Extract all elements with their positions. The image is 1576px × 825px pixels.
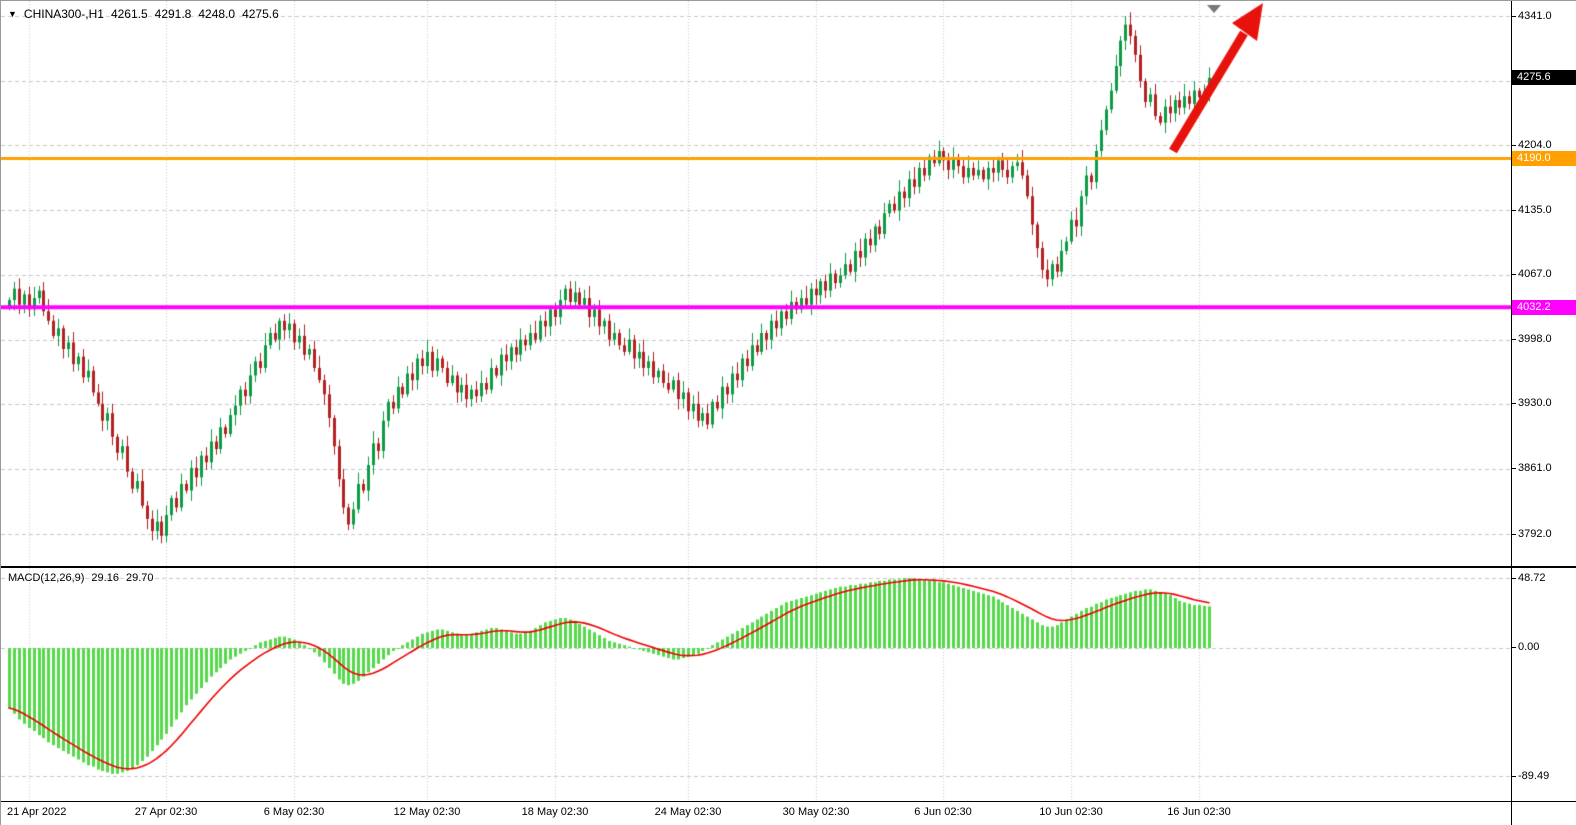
price-scale-label: 3861.0 <box>1512 462 1552 474</box>
macd-main-value: 29.16 <box>91 572 119 584</box>
price-scale-label: 3792.0 <box>1512 528 1552 540</box>
ohlc-open: 4261.5 <box>110 7 148 21</box>
time-axis-label: 10 Jun 02:30 <box>1039 806 1103 818</box>
price-scale-label: 4135.0 <box>1512 204 1552 216</box>
symbol-period-label: CHINA300-,H1 <box>23 7 104 21</box>
price-scale-label: 3930.0 <box>1512 397 1552 409</box>
price-scale-label: 3998.0 <box>1512 333 1552 345</box>
time-axis-label: 18 May 02:30 <box>521 806 589 818</box>
time-axis-label: 6 Jun 02:30 <box>914 806 972 818</box>
axis-separator <box>1 801 1576 802</box>
panel-separator[interactable] <box>1 566 1576 568</box>
macd-signal-value: 29.70 <box>125 572 154 584</box>
price-scale-label: 4341.0 <box>1512 10 1552 22</box>
time-axis-label: 21 Apr 2022 <box>7 806 67 818</box>
macd-scale-label: 48.72 <box>1512 572 1546 584</box>
collapse-indicator-icon[interactable]: ▼ <box>8 9 17 19</box>
hline-price-tag-orange: 4190.0 <box>1512 151 1576 166</box>
hline-price-tag-magenta: 4032.2 <box>1512 300 1576 315</box>
price-scale-label: 4204.0 <box>1512 139 1552 151</box>
macd-scale-label: 0.00 <box>1511 641 1540 653</box>
ohlc-low: 4248.0 <box>198 7 236 21</box>
macd-indicator-canvas[interactable] <box>1 568 1511 801</box>
macd-indicator-label: MACD(12,26,9) 29.16 29.70 <box>8 572 153 584</box>
price-chart-canvas[interactable] <box>1 1 1511 566</box>
time-axis-label: 24 May 02:30 <box>654 806 722 818</box>
time-axis[interactable]: 21 Apr 2022 27 Apr 02:30 6 May 02:30 12 … <box>1 802 1511 825</box>
time-axis-label: 12 May 02:30 <box>393 806 461 818</box>
macd-name: MACD(12,26,9) <box>8 572 85 584</box>
price-scale-label: 4067.0 <box>1512 268 1552 280</box>
chart-title: ▼ CHINA300-,H1 4261.5 4291.8 4248.0 4275… <box>8 7 279 21</box>
time-axis-label: 6 May 02:30 <box>263 806 325 818</box>
ohlc-high: 4291.8 <box>154 7 192 21</box>
time-axis-label: 16 Jun 02:30 <box>1167 806 1231 818</box>
ohlc-close: 4275.6 <box>242 7 279 21</box>
current-price-tag: 4275.6 <box>1512 70 1576 85</box>
macd-scale-label: -89.49 <box>1511 770 1550 782</box>
time-axis-label: 27 Apr 02:30 <box>134 806 198 818</box>
price-scale[interactable]: 4341.0 4275.6 4204.0 4190.0 4135.0 4067.… <box>1511 1 1576 825</box>
time-axis-label: 30 May 02:30 <box>782 806 850 818</box>
